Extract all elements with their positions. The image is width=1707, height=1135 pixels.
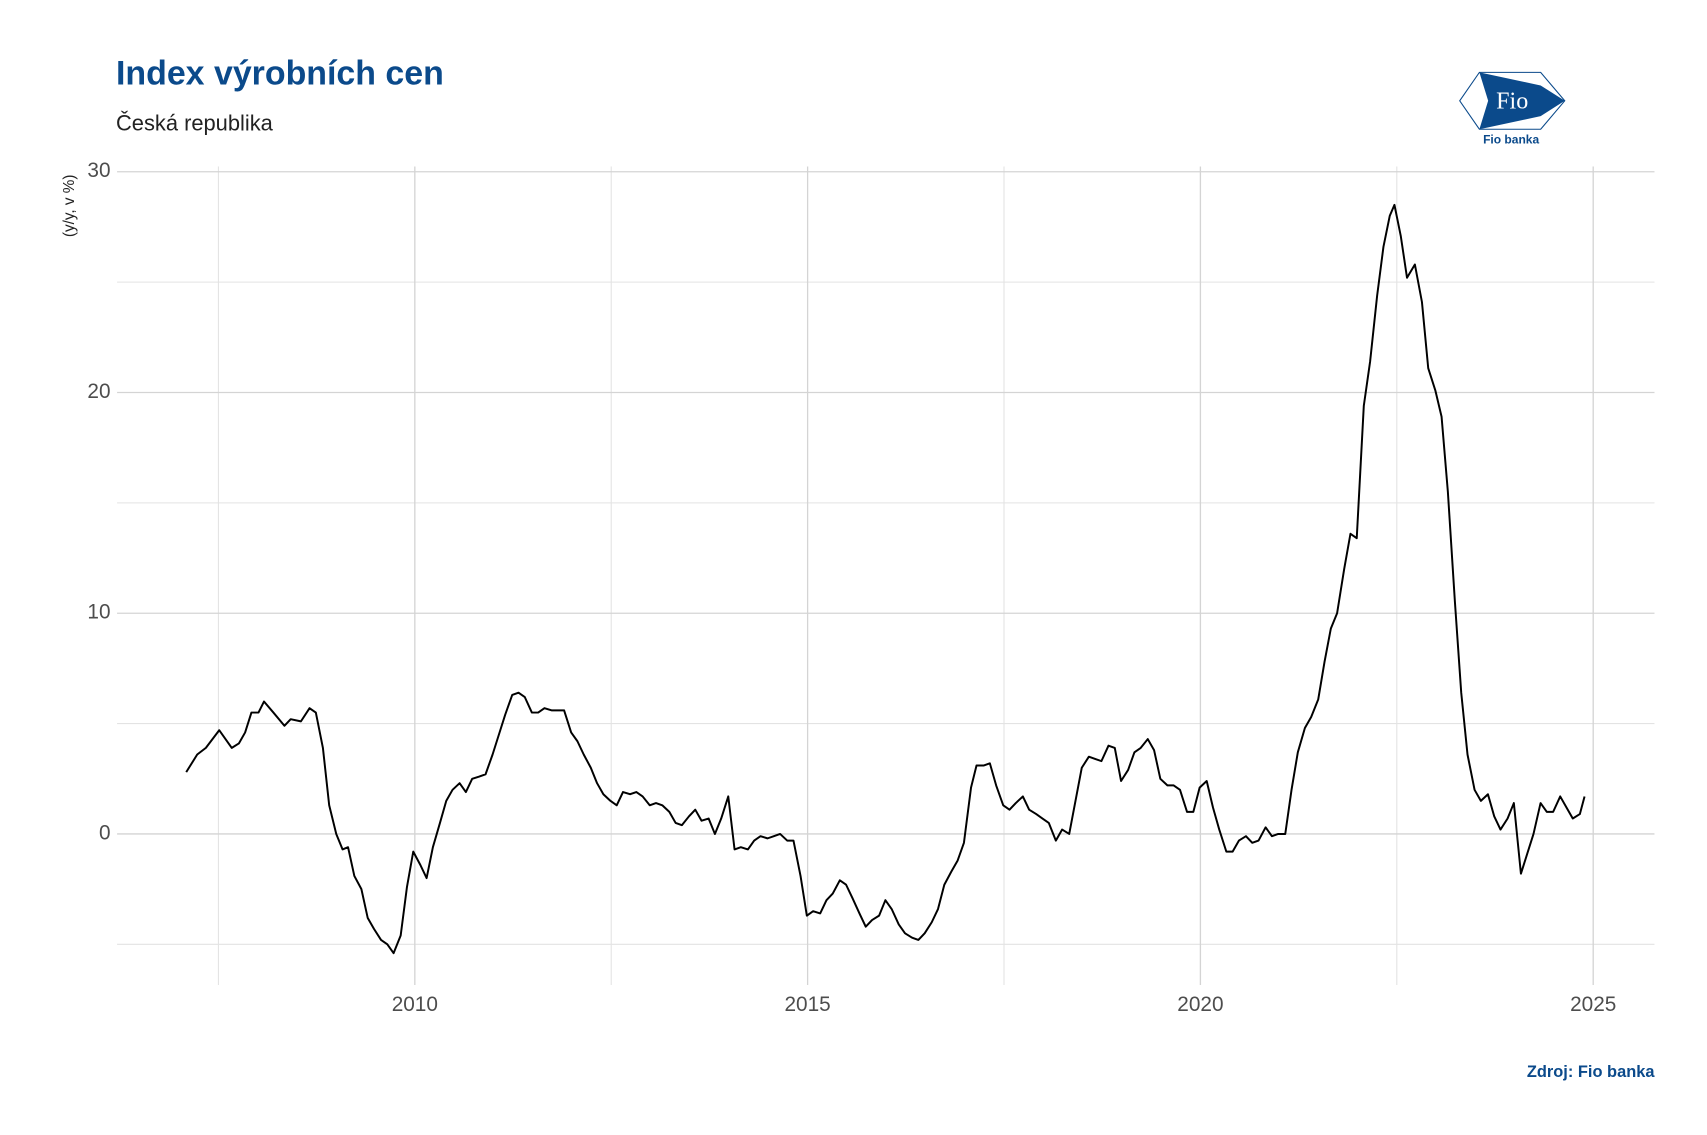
x-tick-label: 2020: [1177, 993, 1223, 1016]
logo-mark: Fio: [1496, 89, 1528, 115]
chart-subtitle: Česká republika: [116, 111, 274, 136]
x-tick-label: 2010: [392, 993, 438, 1016]
chart-title: Index výrobních cen: [116, 55, 444, 93]
source: Zdroj: Fio banka: [1527, 1063, 1655, 1081]
y-tick-label: 20: [87, 380, 110, 403]
logo: Fio Fio banka: [1459, 71, 1566, 146]
logo-name: Fio banka: [1483, 132, 1539, 146]
x-tick-label: 2015: [784, 993, 830, 1016]
y-axis-label: (y/y, v %): [61, 175, 78, 238]
y-tick-label: 0: [99, 821, 111, 844]
y-tick-label: 30: [87, 159, 110, 182]
y-tick-label: 10: [87, 601, 110, 624]
x-tick-label: 2025: [1570, 993, 1616, 1016]
data-line: [185, 203, 1586, 955]
logo-flag: [1479, 72, 1565, 130]
